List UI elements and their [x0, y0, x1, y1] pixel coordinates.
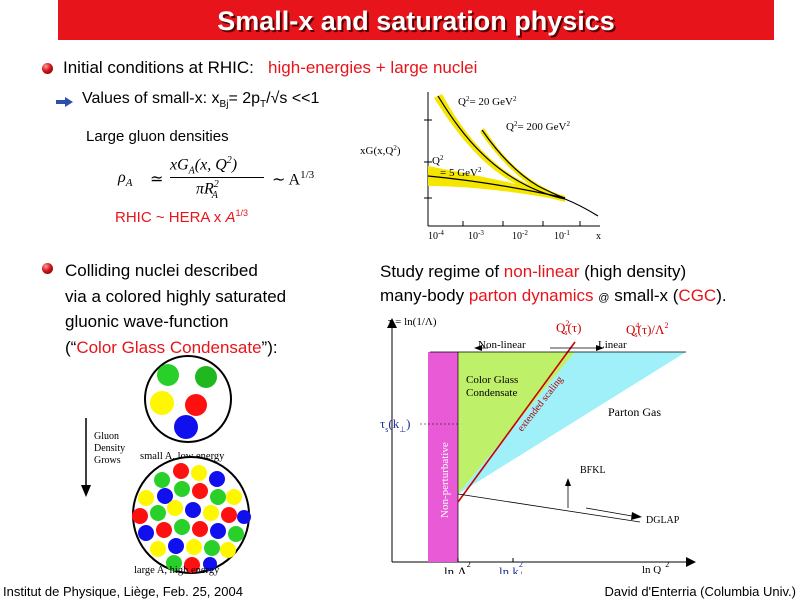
label-q2-5-b: = 5 GeV2 — [440, 166, 482, 179]
gluon-densities-label: Large gluon densities — [86, 128, 229, 145]
bullet-prefix: Initial conditions at RHIC: — [63, 58, 254, 77]
nonperturbative-label: Non-perturbative — [439, 442, 451, 518]
cgc-label-1: Color Glass — [466, 374, 518, 386]
cyan-region — [458, 352, 686, 494]
xtick-1e-2: 10-2 — [512, 229, 528, 242]
small-x-values: Values of small-x: xBj= 2pT/√s <<1 — [82, 90, 320, 111]
rhic-hera-scaling: RHIC ~ HERA x A1/3 — [115, 208, 248, 226]
ln-q-label: ln Q2 — [642, 560, 669, 574]
bullet-highlight: high-energies + large nuclei — [268, 58, 478, 77]
cgc-label-2: Condensate — [466, 387, 517, 399]
footer-author: David d'Enterria (Columbia Univ.) — [604, 584, 796, 599]
density-label: Density — [94, 443, 125, 454]
label-q2-200: Q2= 200 GeV2 — [506, 120, 570, 133]
xtick-1e-3: 10-3 — [468, 229, 484, 242]
ln-k-label: ln k2⊥ — [499, 560, 525, 574]
label-q2-20: Q2= 20 GeV2 — [458, 95, 517, 108]
band-20gev — [434, 94, 565, 202]
parton-gas-label: Parton Gas — [608, 405, 661, 419]
dense-gluons — [132, 463, 251, 573]
xtick-1e-4: 10-4 — [428, 229, 444, 242]
nonperturbative-region — [428, 352, 458, 562]
xg-xlabel: x — [596, 231, 601, 242]
qs2-label: Q2 s(τ) — [556, 319, 581, 337]
arrow-bullet-icon — [56, 97, 73, 107]
xg-vs-x-plot: xG(x,Q2) Q2= 20 GeV2 Q2= 200 GeV2 Q2 = 5… — [360, 92, 601, 242]
footer-venue: Institut de Physique, Liège, Feb. 25, 20… — [3, 584, 243, 599]
linear-label: Linear — [598, 339, 627, 351]
saturation-line — [457, 341, 576, 503]
xg-ylabel: xG(x,Q2) — [360, 144, 401, 157]
colliding-nuclei-text: Colliding nuclei described via a colored… — [65, 261, 287, 357]
tau-axis-label: τ = ln(1/Λ) — [388, 316, 437, 328]
large-a-label: large A, high energy — [134, 565, 220, 576]
dglap-label: DGLAP — [646, 515, 680, 526]
study-regime-text: Study regime of non-linear (high density… — [380, 262, 727, 305]
small-a-label: small A, low energy — [140, 451, 225, 462]
slide-title: Small-x and saturation physics — [58, 0, 774, 40]
label-q2-5-a: Q2 — [432, 154, 444, 167]
bullet-dot — [42, 263, 53, 274]
gluon-density-sketch: Gluon Density Grows small A, low energy … — [81, 355, 251, 576]
bfkl-label: BFKL — [580, 465, 606, 476]
xtick-1e-1: 10-1 — [554, 229, 570, 242]
qs4-label: Q4 s(τ)/Λ2 — [626, 321, 668, 339]
band-5gev — [428, 166, 565, 201]
gluon-label: Gluon — [94, 431, 119, 442]
gluon-density-formula: ρA ≃ xGA(x, Q2) πR2A ∼ A1/3 — [118, 155, 315, 201]
grows-label: Grows — [94, 455, 121, 466]
ln-lambda-label: ln Λ2 — [444, 560, 471, 574]
band-200gev — [480, 128, 565, 200]
bullet-dot — [42, 63, 53, 74]
tau-s-label: τs(k⊥) — [380, 416, 411, 434]
bullet-initial-conditions: Initial conditions at RHIC: high-energie… — [63, 58, 477, 78]
nonlinear-label: Non-linear — [478, 339, 526, 351]
saturation-phase-diagram: τ = ln(1/Λ) Non-linear Linear Q2 s(τ) Q4 s… — [380, 316, 696, 574]
